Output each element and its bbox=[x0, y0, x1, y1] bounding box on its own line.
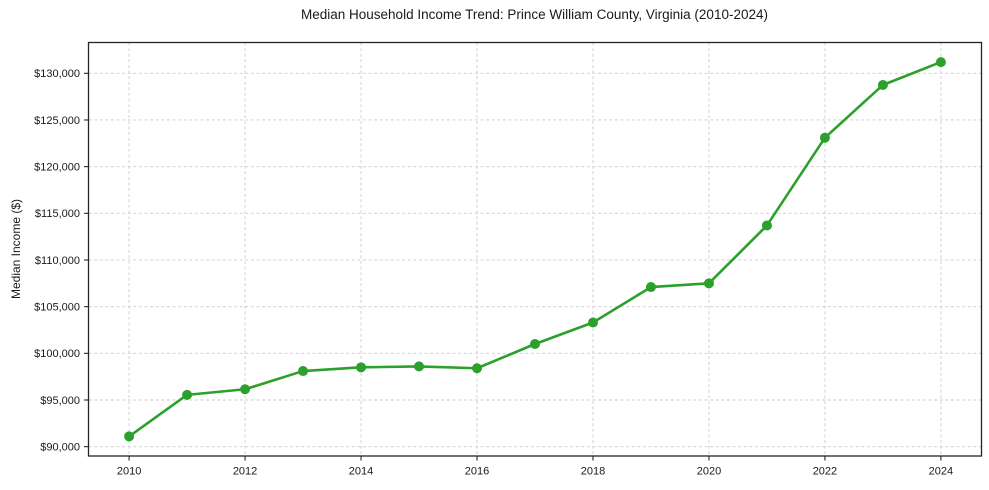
y-tick-label: $115,000 bbox=[35, 208, 80, 220]
y-tick-label: $110,000 bbox=[35, 255, 80, 267]
x-tick-label: 2016 bbox=[465, 466, 489, 478]
x-tick-label: 2014 bbox=[349, 466, 373, 478]
y-tick-label: $95,000 bbox=[40, 395, 80, 407]
x-tick-label: 2010 bbox=[117, 466, 141, 478]
trend-line bbox=[127, 60, 943, 438]
data-point bbox=[587, 317, 598, 328]
data-point bbox=[298, 366, 309, 377]
data-point bbox=[530, 338, 540, 349]
x-tick-label: 2022 bbox=[813, 466, 837, 478]
y-tick-label: $105,000 bbox=[34, 301, 80, 313]
x-tick-label: 2018 bbox=[581, 466, 605, 478]
data-point bbox=[819, 132, 830, 143]
y-tick-label: $90,000 bbox=[40, 441, 80, 453]
y-tick-label: $100,000 bbox=[34, 348, 80, 360]
chart-title: Median Household Income Trend: Prince Wi… bbox=[301, 7, 768, 22]
x-tick-label: 2024 bbox=[929, 466, 953, 478]
data-point bbox=[240, 384, 251, 395]
data-point bbox=[124, 431, 135, 442]
data-point bbox=[877, 79, 888, 90]
plot-border bbox=[87, 41, 983, 457]
data-point bbox=[472, 363, 483, 374]
y-tick-label: $120,000 bbox=[34, 161, 80, 173]
data-point bbox=[935, 57, 946, 68]
data-point bbox=[645, 282, 656, 293]
data-point bbox=[182, 389, 193, 400]
data-point bbox=[703, 278, 714, 289]
data-point bbox=[356, 362, 367, 373]
data-point bbox=[414, 361, 425, 372]
y-tick-label: $125,000 bbox=[34, 115, 80, 127]
data-point bbox=[761, 220, 772, 231]
x-tick-label: 2020 bbox=[697, 466, 721, 478]
y-tick-label: $130,000 bbox=[34, 68, 80, 80]
x-tick-label: 2012 bbox=[233, 466, 257, 478]
